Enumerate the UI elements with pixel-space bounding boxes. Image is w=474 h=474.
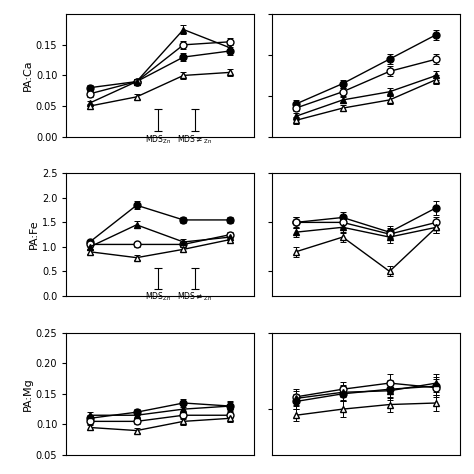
Text: $\mathrm{MDS{\neq}_{Zn}}$: $\mathrm{MDS{\neq}_{Zn}}$ (177, 291, 213, 303)
Y-axis label: PA:Ca: PA:Ca (23, 60, 33, 91)
Y-axis label: PA:Mg: PA:Mg (23, 377, 33, 410)
Text: $\mathrm{MDS_{Zn}}$: $\mathrm{MDS_{Zn}}$ (145, 291, 171, 303)
Text: $\mathrm{MDS_{Zn}}$: $\mathrm{MDS_{Zn}}$ (145, 134, 171, 146)
Text: $\mathrm{MDS{\neq}_{Zn}}$: $\mathrm{MDS{\neq}_{Zn}}$ (177, 134, 213, 146)
Y-axis label: PA:Fe: PA:Fe (29, 220, 39, 249)
